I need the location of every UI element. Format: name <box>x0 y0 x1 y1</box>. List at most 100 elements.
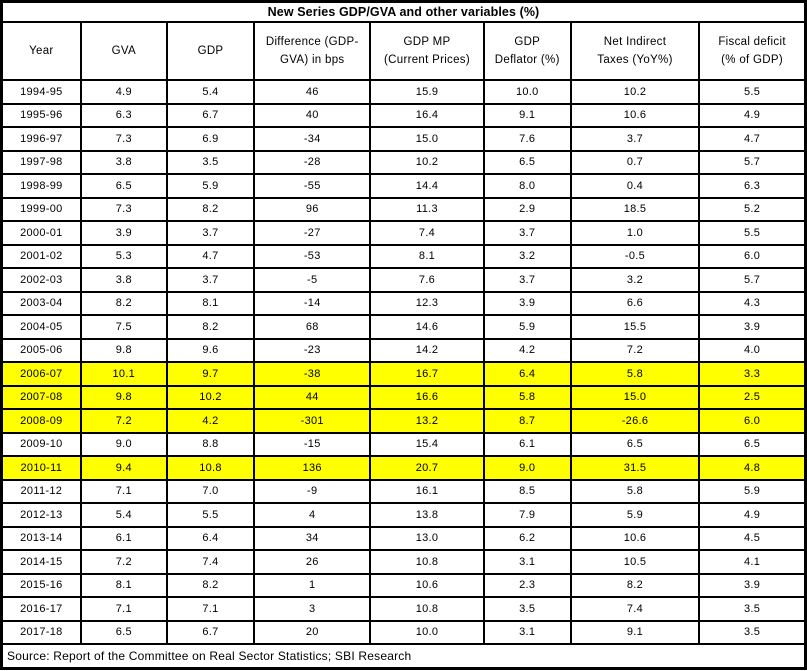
year-cell: 1995-96 <box>0 102 82 128</box>
value-cell: 4.9 <box>698 102 807 128</box>
value-cell: 6.3 <box>79 102 168 128</box>
value-cell: 5.9 <box>698 478 807 504</box>
value-cell: 5.5 <box>698 220 807 246</box>
value-cell: 4 <box>253 502 372 528</box>
value-cell: 5.7 <box>698 149 807 175</box>
value-cell: 6.7 <box>165 619 256 645</box>
value-cell: 3.7 <box>165 220 256 246</box>
year-cell: 1998-99 <box>0 173 82 199</box>
column-header-3: Difference (GDP- GVA) in bps <box>253 21 372 81</box>
value-cell: 14.4 <box>369 173 485 199</box>
value-cell: 15.0 <box>369 126 485 152</box>
year-cell: 2014-15 <box>0 549 82 575</box>
value-cell: 5.9 <box>165 173 256 199</box>
table-row: 2017-18 6.5 6.7 20 10.0 3.1 9.1 3.5 <box>0 619 807 645</box>
value-cell: 68 <box>253 314 372 340</box>
value-cell: 96 <box>253 196 372 222</box>
value-cell: 4.5 <box>698 525 807 551</box>
table-row: 2006-07 10.1 9.7 -38 16.7 6.4 5.8 3.3 <box>0 361 807 387</box>
value-cell: -55 <box>253 173 372 199</box>
value-cell: 3.9 <box>79 220 168 246</box>
value-cell: 6.1 <box>79 525 168 551</box>
table-row: 1994-95 4.9 5.4 46 15.9 10.0 10.2 5.5 <box>0 79 807 105</box>
value-cell: 7.1 <box>165 596 256 622</box>
value-cell: 6.2 <box>482 525 572 551</box>
table-row: 2009-10 9.0 8.8 -15 15.4 6.1 6.5 6.5 <box>0 431 807 457</box>
table-row: 2000-01 3.9 3.7 -27 7.4 3.7 1.0 5.5 <box>0 220 807 246</box>
table-row: 2002-03 3.8 3.7 -5 7.6 3.7 3.2 5.7 <box>0 267 807 293</box>
value-cell: 11.3 <box>369 196 485 222</box>
value-cell: 6.9 <box>165 126 256 152</box>
value-cell: 6.5 <box>482 149 572 175</box>
value-cell: 10.0 <box>369 619 485 645</box>
value-cell: 6.5 <box>79 173 168 199</box>
year-cell: 2000-01 <box>0 220 82 246</box>
value-cell: -23 <box>253 337 372 363</box>
value-cell: -9 <box>253 478 372 504</box>
value-cell: 7.5 <box>79 314 168 340</box>
value-cell: 9.1 <box>569 619 701 645</box>
title-row: New Series GDP/GVA and other variables (… <box>0 0 807 23</box>
value-cell: 15.4 <box>369 431 485 457</box>
value-cell: 7.3 <box>79 126 168 152</box>
year-cell: 2005-06 <box>0 337 82 363</box>
value-cell: 5.4 <box>165 79 256 105</box>
column-header-5: GDP Deflator (%) <box>482 21 572 81</box>
value-cell: 4.2 <box>165 408 256 434</box>
value-cell: 15.9 <box>369 79 485 105</box>
year-cell: 2015-16 <box>0 572 82 598</box>
year-cell: 2017-18 <box>0 619 82 645</box>
value-cell: 7.3 <box>79 196 168 222</box>
value-cell: 10.1 <box>79 361 168 387</box>
value-cell: -53 <box>253 243 372 269</box>
value-cell: 3.5 <box>482 596 572 622</box>
table-row: 2010-11 9.4 10.8 136 20.7 9.0 31.5 4.8 <box>0 455 807 481</box>
value-cell: 2.5 <box>698 384 807 410</box>
value-cell: 10.8 <box>165 455 256 481</box>
table-row: 1995-96 6.3 6.7 40 16.4 9.1 10.6 4.9 <box>0 102 807 128</box>
value-cell: 8.2 <box>79 290 168 316</box>
year-cell: 2010-11 <box>0 455 82 481</box>
value-cell: 3.9 <box>698 572 807 598</box>
value-cell: 16.7 <box>369 361 485 387</box>
value-cell: 4.2 <box>482 337 572 363</box>
value-cell: 4.8 <box>698 455 807 481</box>
value-cell: 9.8 <box>79 337 168 363</box>
value-cell: 5.5 <box>698 79 807 105</box>
value-cell: -5 <box>253 267 372 293</box>
value-cell: 6.0 <box>698 243 807 269</box>
value-cell: 2.3 <box>482 572 572 598</box>
value-cell: 7.4 <box>165 549 256 575</box>
value-cell: 4.7 <box>165 243 256 269</box>
value-cell: 40 <box>253 102 372 128</box>
value-cell: 10.5 <box>569 549 701 575</box>
value-cell: -28 <box>253 149 372 175</box>
value-cell: 14.2 <box>369 337 485 363</box>
value-cell: 6.3 <box>698 173 807 199</box>
value-cell: 3.7 <box>482 220 572 246</box>
column-header-0: Year <box>0 21 82 81</box>
value-cell: 3.2 <box>569 267 701 293</box>
value-cell: 26 <box>253 549 372 575</box>
value-cell: 7.2 <box>79 408 168 434</box>
value-cell: 6.4 <box>482 361 572 387</box>
year-cell: 2009-10 <box>0 431 82 457</box>
value-cell: 7.1 <box>79 596 168 622</box>
value-cell: 6.5 <box>569 431 701 457</box>
year-cell: 1994-95 <box>0 79 82 105</box>
value-cell: 8.1 <box>165 290 256 316</box>
value-cell: 6.1 <box>482 431 572 457</box>
year-cell: 2004-05 <box>0 314 82 340</box>
table-row: 2008-09 7.2 4.2 -301 13.2 8.7 -26.6 6.0 <box>0 408 807 434</box>
value-cell: 7.1 <box>79 478 168 504</box>
source-row: Source: Report of the Committee on Real … <box>0 643 807 670</box>
value-cell: 14.6 <box>369 314 485 340</box>
table-row: 2005-06 9.8 9.6 -23 14.2 4.2 7.2 4.0 <box>0 337 807 363</box>
column-header-2: GDP <box>165 21 256 81</box>
value-cell: 10.0 <box>482 79 572 105</box>
value-cell: 6.4 <box>165 525 256 551</box>
value-cell: 4.9 <box>79 79 168 105</box>
year-cell: 2001-02 <box>0 243 82 269</box>
value-cell: 4.9 <box>698 502 807 528</box>
